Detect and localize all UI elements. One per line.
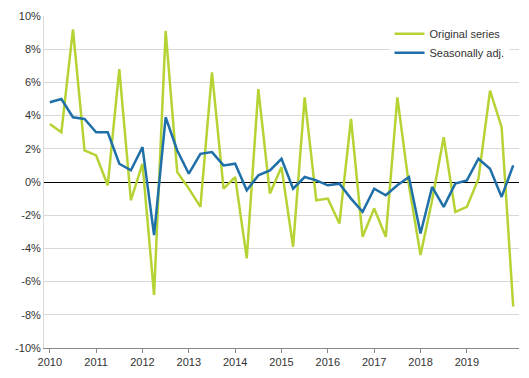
svg-text:8%: 8%: [25, 43, 41, 55]
svg-text:10%: 10%: [19, 10, 41, 22]
svg-text:-2%: -2%: [21, 209, 41, 221]
svg-text:-4%: -4%: [21, 242, 41, 254]
svg-text:-6%: -6%: [21, 275, 41, 287]
svg-text:2019: 2019: [455, 356, 479, 368]
svg-text:2018: 2018: [408, 356, 432, 368]
svg-text:2016: 2016: [316, 356, 340, 368]
svg-text:-8%: -8%: [21, 309, 41, 321]
svg-text:2013: 2013: [177, 356, 201, 368]
svg-text:2012: 2012: [130, 356, 154, 368]
svg-text:-10%: -10%: [15, 342, 41, 354]
svg-text:2010: 2010: [38, 356, 62, 368]
svg-text:4%: 4%: [25, 109, 41, 121]
svg-text:2017: 2017: [362, 356, 386, 368]
svg-text:6%: 6%: [25, 76, 41, 88]
svg-text:2015: 2015: [269, 356, 293, 368]
svg-text:0%: 0%: [25, 176, 41, 188]
svg-text:Original series: Original series: [430, 28, 501, 40]
svg-text:2%: 2%: [25, 143, 41, 155]
svg-text:Seasonally adj.: Seasonally adj.: [430, 47, 505, 59]
svg-text:2014: 2014: [223, 356, 247, 368]
svg-text:2011: 2011: [84, 356, 108, 368]
